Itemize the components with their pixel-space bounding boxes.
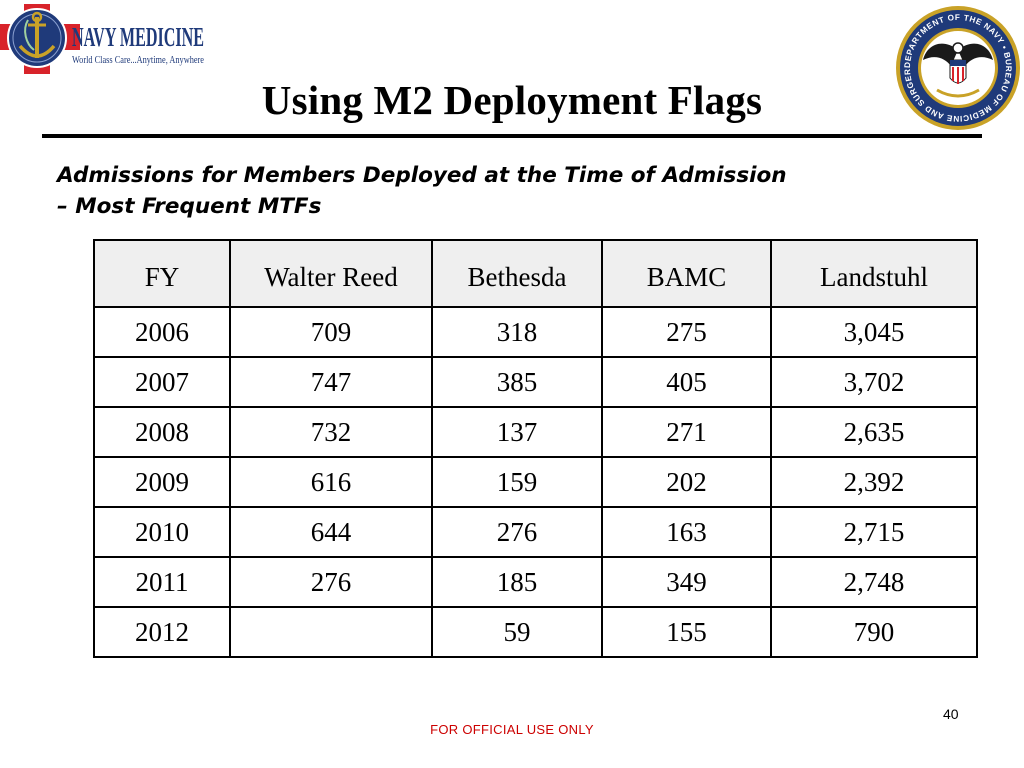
cell-walter-reed: 732 <box>229 406 433 458</box>
table-header-row: FY Walter Reed Bethesda BAMC Landstuhl <box>93 239 978 308</box>
footer-classification: FOR OFFICIAL USE ONLY <box>430 722 594 737</box>
logo-text: NAVY MEDICINE <box>72 22 204 52</box>
cell-bamc: 275 <box>601 306 772 358</box>
logo-tagline: World Class Care...Anytime, Anywhere <box>72 54 204 66</box>
cell-landstuhl: 2,748 <box>770 556 978 608</box>
cell-walter-reed <box>229 606 433 658</box>
table-caption: Admissions for Members Deployed at the T… <box>57 163 787 219</box>
cell-bethesda: 59 <box>431 606 603 658</box>
cell-bamc: 349 <box>601 556 772 608</box>
cell-landstuhl: 790 <box>770 606 978 658</box>
header-bamc: BAMC <box>601 239 772 308</box>
cell-landstuhl: 2,392 <box>770 456 978 508</box>
cell-bethesda: 276 <box>431 506 603 558</box>
cell-fy: 2007 <box>93 356 231 408</box>
navy-medicine-logo: NAVY MEDICINE World Class Care...Anytime… <box>0 4 204 74</box>
title-divider <box>42 134 982 138</box>
table-row: 2009 616 159 202 2,392 <box>93 456 978 508</box>
table-row: 2010 644 276 163 2,715 <box>93 506 978 558</box>
cell-bamc: 405 <box>601 356 772 408</box>
cell-fy: 2011 <box>93 556 231 608</box>
header-landstuhl: Landstuhl <box>770 239 978 308</box>
table-row: 2007 747 385 405 3,702 <box>93 356 978 408</box>
header-bethesda: Bethesda <box>431 239 603 308</box>
cell-bethesda: 137 <box>431 406 603 458</box>
table-row: 2012 59 155 790 <box>93 606 978 658</box>
header-fy: FY <box>93 239 231 308</box>
cell-bethesda: 318 <box>431 306 603 358</box>
cell-fy: 2006 <box>93 306 231 358</box>
table-row: 2008 732 137 271 2,635 <box>93 406 978 458</box>
cell-fy: 2012 <box>93 606 231 658</box>
cell-landstuhl: 3,702 <box>770 356 978 408</box>
cell-bamc: 271 <box>601 406 772 458</box>
cell-landstuhl: 3,045 <box>770 306 978 358</box>
navy-bumed-seal: DEPARTMENT OF THE NAVY • BUREAU OF MEDIC… <box>893 4 1020 130</box>
cell-walter-reed: 616 <box>229 456 433 508</box>
slide-title: Using M2 Deployment Flags <box>261 77 763 123</box>
cell-walter-reed: 276 <box>229 556 433 608</box>
cell-walter-reed: 644 <box>229 506 433 558</box>
cell-landstuhl: 2,715 <box>770 506 978 558</box>
cell-bamc: 155 <box>601 606 772 658</box>
cell-fy: 2008 <box>93 406 231 458</box>
page-number: 40 <box>943 706 959 722</box>
table-row: 2011 276 185 349 2,748 <box>93 556 978 608</box>
cell-bethesda: 385 <box>431 356 603 408</box>
cell-bamc: 163 <box>601 506 772 558</box>
cell-fy: 2009 <box>93 456 231 508</box>
cell-bamc: 202 <box>601 456 772 508</box>
cell-fy: 2010 <box>93 506 231 558</box>
cell-walter-reed: 709 <box>229 306 433 358</box>
header-walter-reed: Walter Reed <box>229 239 433 308</box>
cell-walter-reed: 747 <box>229 356 433 408</box>
cell-bethesda: 185 <box>431 556 603 608</box>
admissions-table: FY Walter Reed Bethesda BAMC Landstuhl 2… <box>93 239 978 658</box>
cell-landstuhl: 2,635 <box>770 406 978 458</box>
table-row: 2006 709 318 275 3,045 <box>93 306 978 358</box>
cell-bethesda: 159 <box>431 456 603 508</box>
